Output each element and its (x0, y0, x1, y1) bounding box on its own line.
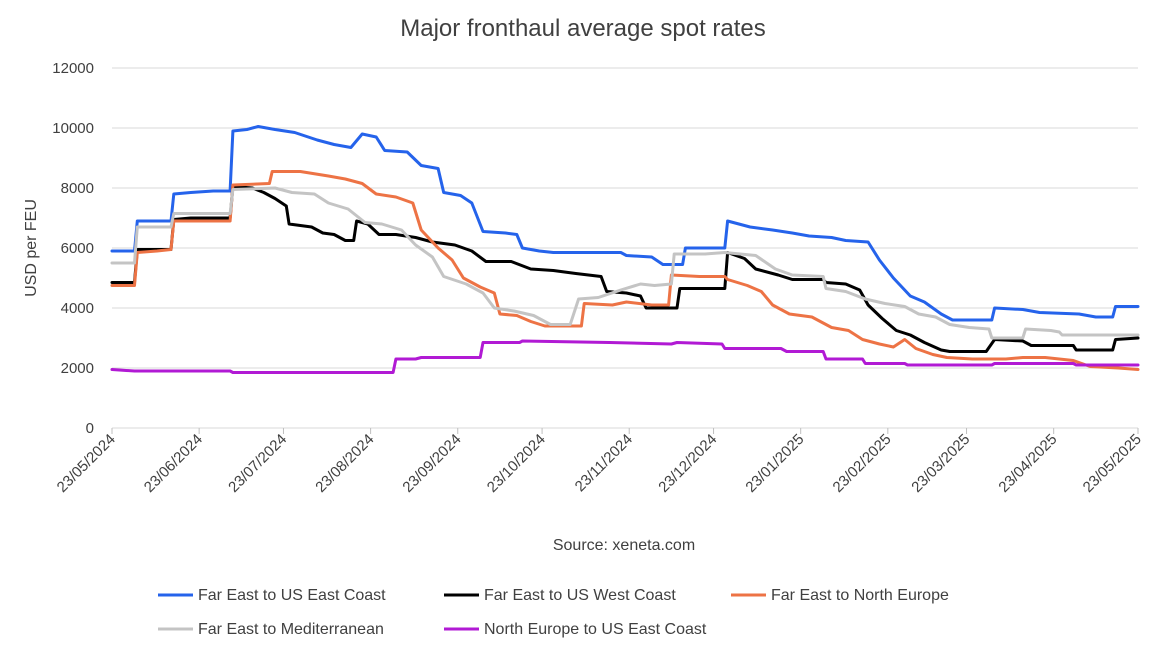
x-axis-ticks: 23/05/2024 23/06/2024 23/07/2024 23/08/2024… (54, 428, 1145, 496)
legend-label: North Europe to US East Coast (484, 621, 707, 638)
y-tick-label: 10000 (52, 120, 94, 137)
x-tick-label: 23/12/2024 (655, 431, 720, 496)
x-tick-label: 23/02/2025 (830, 431, 895, 496)
y-tick-label: 6000 (61, 240, 94, 257)
x-tick-label: 23/03/2025 (908, 431, 973, 496)
x-tick-label: 23/09/2024 (399, 431, 464, 496)
x-tick-label: 23/11/2024 (572, 431, 636, 495)
legend-item: Far East to North Europe (731, 587, 949, 604)
y-axis-ticks: 0 2000 4000 6000 8000 10000 12000 (52, 60, 94, 437)
x-tick-label: 23/10/2024 (484, 431, 549, 496)
y-axis-label: USD per FEU (23, 199, 40, 297)
series-line-1 (110, 125, 1140, 322)
legend-label: Far East to North Europe (771, 587, 949, 604)
legend: Far East to US East Coast Far East to US … (158, 587, 949, 638)
x-tick-label: 23/07/2024 (225, 431, 290, 496)
y-tick-label: 4000 (61, 300, 94, 317)
series-line-4 (110, 186, 1140, 340)
legend-label: Far East to US East Coast (198, 587, 386, 604)
series-line-5 (110, 339, 1140, 374)
y-tick-label: 0 (86, 420, 94, 437)
legend-item: Far East to Mediterranean (158, 621, 384, 638)
legend-item: Far East to US West Coast (444, 587, 676, 604)
x-tick-label: 23/04/2025 (995, 431, 1060, 496)
x-tick-label: 23/01/2025 (742, 431, 807, 496)
x-tick-label: 23/06/2024 (141, 431, 206, 496)
y-tick-label: 12000 (52, 60, 94, 77)
x-tick-label: 23/08/2024 (312, 431, 377, 496)
legend-label: Far East to US West Coast (484, 587, 676, 604)
chart-title: Major fronthaul average spot rates (400, 15, 766, 42)
series-line-2 (110, 185, 1140, 353)
legend-label: Far East to Mediterranean (198, 621, 384, 638)
x-axis-label: Source: xeneta.com (553, 537, 695, 554)
gridlines (112, 67, 1138, 429)
y-tick-label: 2000 (61, 360, 94, 377)
x-tick-label: 23/05/2024 (54, 431, 119, 496)
series-line-3 (110, 170, 1140, 371)
y-tick-label: 8000 (61, 180, 94, 197)
legend-item: Far East to US East Coast (158, 587, 386, 604)
series-lines (110, 125, 1140, 374)
x-tick-label: 23/05/2025 (1080, 431, 1145, 496)
legend-item: North Europe to US East Coast (444, 621, 707, 638)
